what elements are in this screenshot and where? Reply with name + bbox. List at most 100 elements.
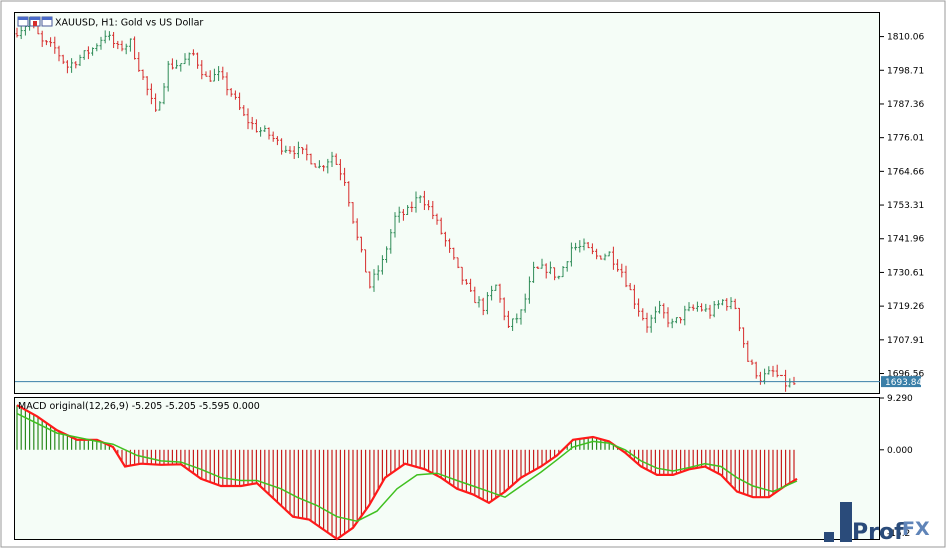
candle (263, 125, 267, 133)
candle (548, 261, 552, 275)
macd-axis: 9.290 0.000 -15.2 (880, 394, 913, 539)
candle (511, 318, 515, 331)
candle (569, 242, 573, 267)
candle (208, 70, 212, 82)
candle (86, 46, 90, 60)
candle (490, 285, 494, 301)
candle (124, 43, 128, 55)
candle (733, 298, 737, 310)
price-tick-label: 1787.36 (887, 100, 924, 110)
price-tick-label: 1707.91 (887, 336, 924, 346)
chart-title: XAUUSD, H1: Gold vs US Dollar (55, 18, 203, 29)
candle (557, 275, 561, 280)
price-plot-area[interactable] (14, 12, 880, 394)
candle (217, 66, 221, 82)
candle (317, 160, 321, 169)
candle (653, 306, 657, 324)
candle (128, 38, 132, 52)
candle (187, 52, 191, 66)
candle (233, 90, 237, 100)
macd-title: MACD original(12,26,9) -5.205 -5.205 -5.… (18, 401, 260, 412)
candle (313, 163, 317, 168)
candle (292, 146, 296, 159)
candle (565, 261, 569, 272)
candle (414, 191, 418, 213)
chart-window-icon[interactable] (17, 16, 53, 27)
candle (267, 127, 271, 140)
candle (301, 147, 305, 155)
logo-bar-icon (824, 532, 834, 542)
candle (309, 153, 313, 165)
price-tick-label: 1776.01 (887, 134, 924, 144)
candle (238, 92, 242, 111)
candle (515, 313, 519, 324)
candle (338, 159, 342, 181)
macd-pane[interactable]: 9.290 0.000 -15.2 MACD original(12,26,9) -… (14, 394, 914, 541)
candle (200, 60, 204, 80)
candle (99, 36, 103, 50)
candle (19, 25, 23, 40)
candle (204, 71, 208, 77)
candle (196, 52, 200, 69)
candle (712, 301, 716, 318)
candle (582, 238, 586, 251)
candle (431, 200, 435, 220)
candle (112, 31, 116, 49)
chart-header: XAUUSD, H1: Gold vs US Dollar (17, 16, 203, 29)
candle (553, 267, 557, 281)
candle (145, 76, 149, 96)
candle (494, 284, 498, 291)
price-tick-label: 1810.06 (887, 33, 924, 43)
candle (343, 167, 347, 186)
candle (536, 266, 540, 270)
candle (280, 138, 284, 155)
candle (456, 257, 460, 269)
candle (351, 202, 355, 224)
price-tick-label: 1730.61 (887, 268, 924, 278)
candle (141, 69, 145, 81)
candle (519, 309, 523, 325)
candle (700, 303, 704, 312)
candle (70, 58, 74, 73)
candle (183, 53, 187, 65)
candle (464, 279, 468, 285)
candle (666, 307, 670, 328)
price-pane[interactable]: 1810.06 1798.71 1787.36 1776.01 1764.66 1753.… (14, 12, 925, 394)
candle (687, 302, 691, 312)
proffx-logo: Prof FX (824, 502, 930, 545)
candle (359, 236, 363, 253)
logo-suffix: FX (902, 518, 930, 540)
candle (586, 242, 590, 249)
candle (179, 63, 183, 72)
candle (133, 36, 137, 60)
candle (65, 60, 69, 74)
candle (334, 153, 338, 165)
logo-prefix: Prof (852, 520, 904, 545)
candle (242, 105, 246, 117)
candle (506, 310, 510, 329)
current-price-value: 1693.84 (885, 378, 922, 388)
current-price-tag: 1693.84 (881, 376, 922, 388)
candle (271, 131, 275, 142)
candle (620, 263, 624, 278)
macd-plot-area[interactable] (14, 397, 880, 540)
macd-tick-label: 9.290 (887, 394, 913, 404)
candle (737, 307, 741, 332)
candle (628, 283, 632, 291)
candle (590, 243, 594, 255)
candle (767, 366, 771, 375)
candle (578, 240, 582, 253)
candle (158, 101, 162, 111)
candle (616, 259, 620, 272)
logo-bar-icon (840, 502, 852, 542)
macd-line (16, 404, 798, 541)
candle (250, 116, 254, 130)
candle (674, 317, 678, 324)
candle (246, 108, 250, 130)
price-tick-label: 1741.96 (887, 235, 924, 245)
candle (544, 263, 548, 279)
candle (95, 43, 99, 52)
candle (637, 298, 641, 317)
candle (460, 266, 464, 285)
